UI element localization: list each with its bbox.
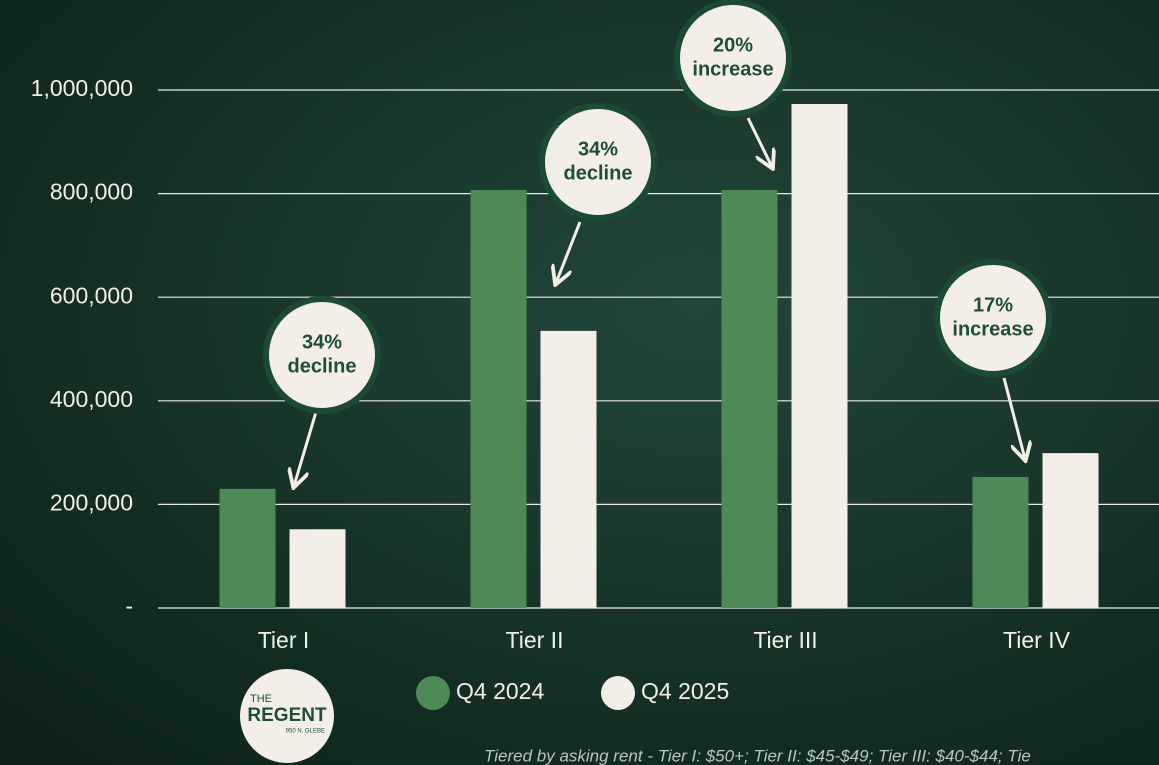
- x-tick-label: Tier II: [506, 627, 564, 653]
- annotation-text: decline: [288, 355, 357, 377]
- bar: [1042, 453, 1099, 608]
- x-tick-label: Tier I: [258, 627, 310, 653]
- bar: [540, 330, 597, 608]
- logo-text: 950 N. GLEBE: [286, 729, 325, 735]
- annotation-arrow: [1002, 377, 1025, 459]
- legend-label: Q4 2025: [641, 678, 729, 704]
- logo-text: REGENT: [247, 705, 327, 726]
- y-tick-label: 800,000: [50, 179, 133, 205]
- annotation-arrow: [294, 411, 318, 486]
- bar: [289, 529, 346, 608]
- annotation-bubble: [934, 259, 1052, 377]
- y-tick-label: 400,000: [50, 386, 133, 412]
- y-tick-label: 600,000: [50, 282, 133, 308]
- annotation-text: 20%: [713, 34, 753, 56]
- annotation-bubble: [674, 0, 792, 117]
- logo: THE REGENT 950 N. GLEBE: [240, 669, 334, 763]
- annotation-bubble: [539, 103, 657, 221]
- annotation-arrow: [746, 117, 772, 167]
- bar: [470, 189, 527, 608]
- annotation-text: decline: [564, 162, 633, 184]
- logo-badge: [240, 669, 334, 763]
- annotation-text: 34%: [578, 138, 618, 160]
- annotation-text: 34%: [302, 331, 342, 353]
- y-tick-label: 1,000,000: [31, 75, 133, 101]
- bar: [972, 476, 1029, 608]
- legend-swatch: [416, 676, 450, 710]
- x-tick-label: Tier III: [753, 627, 817, 653]
- annotation-text: 17%: [973, 294, 1013, 316]
- logo-text: THE: [250, 693, 272, 705]
- bar: [219, 488, 276, 608]
- y-tick-label: -: [125, 593, 133, 619]
- legend-swatch: [601, 676, 635, 710]
- annotation-bubble: [263, 296, 381, 414]
- x-tick-label: Tier IV: [1003, 627, 1071, 653]
- y-tick-label: 200,000: [50, 489, 133, 515]
- bar: [721, 189, 778, 608]
- annotation-text: increase: [952, 318, 1033, 340]
- annotation-text: increase: [692, 58, 773, 80]
- legend-label: Q4 2024: [456, 678, 544, 704]
- annotation-arrow: [556, 221, 582, 283]
- footnote: Tiered by asking rent - Tier I: $50+; Ti…: [484, 746, 1031, 765]
- bar: [791, 103, 848, 609]
